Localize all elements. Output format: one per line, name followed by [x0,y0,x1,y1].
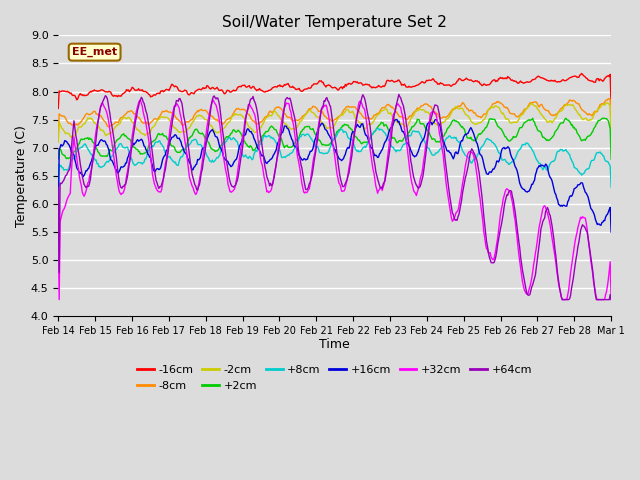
Y-axis label: Temperature (C): Temperature (C) [15,125,28,227]
Title: Soil/Water Temperature Set 2: Soil/Water Temperature Set 2 [222,15,447,30]
Legend: -16cm, -8cm, -2cm, +2cm, +8cm, +16cm, +32cm, +64cm: -16cm, -8cm, -2cm, +2cm, +8cm, +16cm, +3… [133,361,536,395]
Text: EE_met: EE_met [72,47,117,57]
X-axis label: Time: Time [319,337,350,350]
